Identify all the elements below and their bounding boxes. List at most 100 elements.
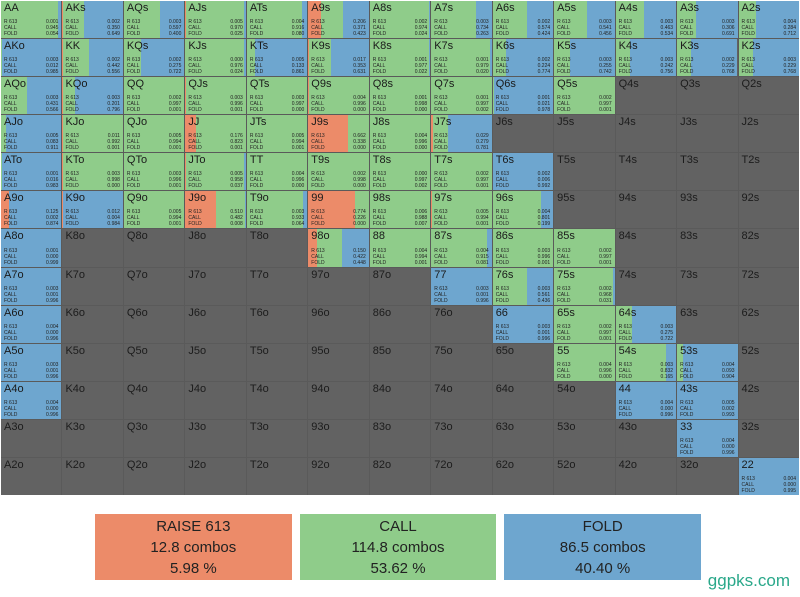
hand-cell-k8o[interactable]: K8o [62,229,123,267]
hand-cell-32o[interactable]: 32o [677,457,738,495]
hand-cell-t5s[interactable]: T5s [554,153,615,191]
hand-cell-43s[interactable]: 43s R 613 0.005 CALL 0.002 FOLD 0.993 [677,381,738,419]
hand-cell-95s[interactable]: 95s [554,191,615,229]
hand-cell-kk[interactable]: KK R 613 0.002 CALL 0.442 FOLD 0.556 [62,39,123,77]
hand-cell-97s[interactable]: 97s R 613 0.005 CALL 0.994 FOLD 0.001 [431,191,492,229]
hand-cell-qjo[interactable]: QJo R 613 0.005 CALL 0.994 FOLD 0.001 [123,115,185,153]
hand-cell-kjs[interactable]: KJs R 613 0.000 CALL 0.976 FOLD 0.024 [185,39,246,77]
hand-cell-87s[interactable]: 87s R 613 0.004 CALL 0.915 FOLD 0.081 [431,229,492,267]
hand-cell-a8s[interactable]: A8s R 613 0.002 CALL 0.974 FOLD 0.024 [369,1,431,39]
hand-cell-t4o[interactable]: T4o [246,381,308,419]
hand-cell-t2s[interactable]: T2s [738,153,799,191]
hand-cell-ats[interactable]: ATs R 613 0.004 CALL 0.916 FOLD 0.080 [246,1,308,39]
hand-cell-74o[interactable]: 74o [431,381,492,419]
hand-cell-96s[interactable]: 96s R 613 0.004 CALL 0.801 FOLD 0.199 [492,191,554,229]
hand-cell-k5o[interactable]: K5o [62,343,123,381]
hand-cell-k2s[interactable]: K2s R 613 0.003 CALL 0.229 FOLD 0.768 [738,39,799,77]
hand-cell-82o[interactable]: 82o [369,457,431,495]
hand-cell-qto[interactable]: QTo R 613 0.003 CALL 0.996 FOLD 0.001 [123,153,185,191]
hand-cell-k6o[interactable]: K6o [62,305,123,343]
hand-cell-95o[interactable]: 95o [308,343,369,381]
hand-cell-99[interactable]: 99 R 613 0.774 CALL 0.226 FOLD 0.000 [308,191,369,229]
hand-cell-a3s[interactable]: A3s R 613 0.003 CALL 0.306 FOLD 0.691 [677,1,738,39]
hand-cell-q8o[interactable]: Q8o [123,229,185,267]
hand-cell-jts[interactable]: JTs R 613 0.005 CALL 0.994 FOLD 0.001 [246,115,308,153]
hand-cell-63o[interactable]: 63o [492,419,554,457]
hand-cell-43o[interactable]: 43o [615,419,677,457]
hand-cell-85s[interactable]: 85s R 613 0.002 CALL 0.997 FOLD 0.001 [554,229,615,267]
hand-cell-qq[interactable]: QQ R 613 0.002 CALL 0.997 FOLD 0.001 [123,77,185,115]
hand-cell-k6s[interactable]: K6s R 613 0.002 CALL 0.224 FOLD 0.774 [492,39,554,77]
hand-cell-64s[interactable]: 64s R 613 0.003 CALL 0.275 FOLD 0.722 [615,305,677,343]
hand-cell-ako[interactable]: AKo R 613 0.003 CALL 0.012 FOLD 0.985 [1,39,62,77]
hand-cell-a2o[interactable]: A2o [1,457,62,495]
hand-cell-tt[interactable]: TT R 613 0.004 CALL 0.996 FOLD 0.000 [246,153,308,191]
hand-cell-t5o[interactable]: T5o [246,343,308,381]
hand-cell-q7s[interactable]: Q7s R 613 0.001 CALL 0.997 FOLD 0.002 [431,77,492,115]
hand-cell-j8o[interactable]: J8o [185,229,246,267]
hand-cell-q7o[interactable]: Q7o [123,267,185,305]
hand-cell-t3s[interactable]: T3s [677,153,738,191]
hand-cell-62o[interactable]: 62o [492,457,554,495]
hand-cell-kqo[interactable]: KQo R 613 0.003 CALL 0.201 FOLD 0.796 [62,77,123,115]
hand-cell-86s[interactable]: 86s R 613 0.003 CALL 0.996 FOLD 0.001 [492,229,554,267]
hand-cell-kjo[interactable]: KJo R 613 0.011 CALL 0.992 FOLD 0.001 [62,115,123,153]
hand-cell-t2o[interactable]: T2o [246,457,308,495]
hand-cell-76o[interactable]: 76o [431,305,492,343]
hand-cell-94o[interactable]: 94o [308,381,369,419]
hand-cell-a6s[interactable]: A6s R 613 0.002 CALL 0.574 FOLD 0.424 [492,1,554,39]
hand-cell-k5s[interactable]: K5s R 613 0.003 CALL 0.255 FOLD 0.742 [554,39,615,77]
hand-cell-62s[interactable]: 62s [738,305,799,343]
hand-cell-32s[interactable]: 32s [738,419,799,457]
hand-cell-q9o[interactable]: Q9o R 613 0.005 CALL 0.994 FOLD 0.001 [123,191,185,229]
hand-cell-63s[interactable]: 63s [677,305,738,343]
hand-cell-a3o[interactable]: A3o [1,419,62,457]
hand-cell-t4s[interactable]: T4s [615,153,677,191]
hand-cell-ajo[interactable]: AJo R 613 0.005 CALL 0.083 FOLD 0.911 [1,115,62,153]
hand-cell-q6s[interactable]: Q6s R 613 0.001 CALL 0.021 FOLD 0.978 [492,77,554,115]
hand-cell-q3s[interactable]: Q3s [677,77,738,115]
hand-cell-j9s[interactable]: J9s R 613 0.662 CALL 0.338 FOLD 0.000 [308,115,369,153]
hand-cell-j3o[interactable]: J3o [185,419,246,457]
hand-cell-q4o[interactable]: Q4o [123,381,185,419]
hand-cell-77[interactable]: 77 R 613 0.003 CALL 0.001 FOLD 0.996 [431,267,492,305]
hand-cell-a4s[interactable]: A4s R 613 0.003 CALL 0.463 FOLD 0.534 [615,1,677,39]
hand-cell-k7o[interactable]: K7o [62,267,123,305]
hand-cell-jj[interactable]: JJ R 613 0.176 CALL 0.823 FOLD 0.001 [185,115,246,153]
hand-cell-44[interactable]: 44 R 613 0.004 CALL 0.000 FOLD 0.996 [615,381,677,419]
hand-cell-85o[interactable]: 85o [369,343,431,381]
hand-cell-83o[interactable]: 83o [369,419,431,457]
hand-cell-t3o[interactable]: T3o [246,419,308,457]
hand-cell-aqs[interactable]: AQs R 613 0.003 CALL 0.597 FOLD 0.400 [123,1,185,39]
hand-cell-a7o[interactable]: A7o R 613 0.003 CALL 0.001 FOLD 0.996 [1,267,62,305]
hand-cell-j4o[interactable]: J4o [185,381,246,419]
hand-cell-73o[interactable]: 73o [431,419,492,457]
hand-cell-q3o[interactable]: Q3o [123,419,185,457]
hand-cell-a5o[interactable]: A5o R 613 0.003 CALL 0.001 FOLD 0.996 [1,343,62,381]
hand-cell-88[interactable]: 88 R 613 0.004 CALL 0.994 FOLD 0.001 [369,229,431,267]
hand-cell-a2s[interactable]: A2s R 613 0.004 CALL 0.284 FOLD 0.712 [738,1,799,39]
hand-cell-t7s[interactable]: T7s R 613 0.002 CALL 0.997 FOLD 0.001 [431,153,492,191]
hand-cell-75o[interactable]: 75o [431,343,492,381]
hand-cell-q6o[interactable]: Q6o [123,305,185,343]
hand-cell-93s[interactable]: 93s [677,191,738,229]
hand-cell-qts[interactable]: QTs R 613 0.003 CALL 0.997 FOLD 0.000 [246,77,308,115]
hand-cell-33[interactable]: 33 R 613 0.004 CALL 0.000 FOLD 0.996 [677,419,738,457]
hand-cell-q5s[interactable]: Q5s R 613 0.002 CALL 0.997 FOLD 0.001 [554,77,615,115]
hand-cell-k7s[interactable]: K7s R 613 0.001 CALL 0.979 FOLD 0.020 [431,39,492,77]
hand-cell-k2o[interactable]: K2o [62,457,123,495]
hand-cell-97o[interactable]: 97o [308,267,369,305]
hand-cell-a9s[interactable]: A9s R 613 0.206 CALL 0.371 FOLD 0.423 [308,1,369,39]
hand-cell-t8o[interactable]: T8o [246,229,308,267]
hand-cell-84s[interactable]: 84s [615,229,677,267]
hand-cell-42s[interactable]: 42s [738,381,799,419]
hand-cell-qjs[interactable]: QJs R 613 0.003 CALL 0.996 FOLD 0.001 [185,77,246,115]
hand-cell-j2o[interactable]: J2o [185,457,246,495]
hand-cell-52o[interactable]: 52o [554,457,615,495]
hand-cell-t8s[interactable]: T8s R 613 0.000 CALL 0.997 FOLD 0.002 [369,153,431,191]
hand-cell-j8s[interactable]: J8s R 613 0.004 CALL 0.996 FOLD 0.000 [369,115,431,153]
hand-cell-98o[interactable]: 98o R 613 0.150 CALL 0.422 FOLD 0.448 [308,229,369,267]
hand-cell-96o[interactable]: 96o [308,305,369,343]
hand-cell-92o[interactable]: 92o [308,457,369,495]
hand-cell-j7s[interactable]: J7s R 613 0.029 CALL 0.279 FOLD 0.781 [431,115,492,153]
